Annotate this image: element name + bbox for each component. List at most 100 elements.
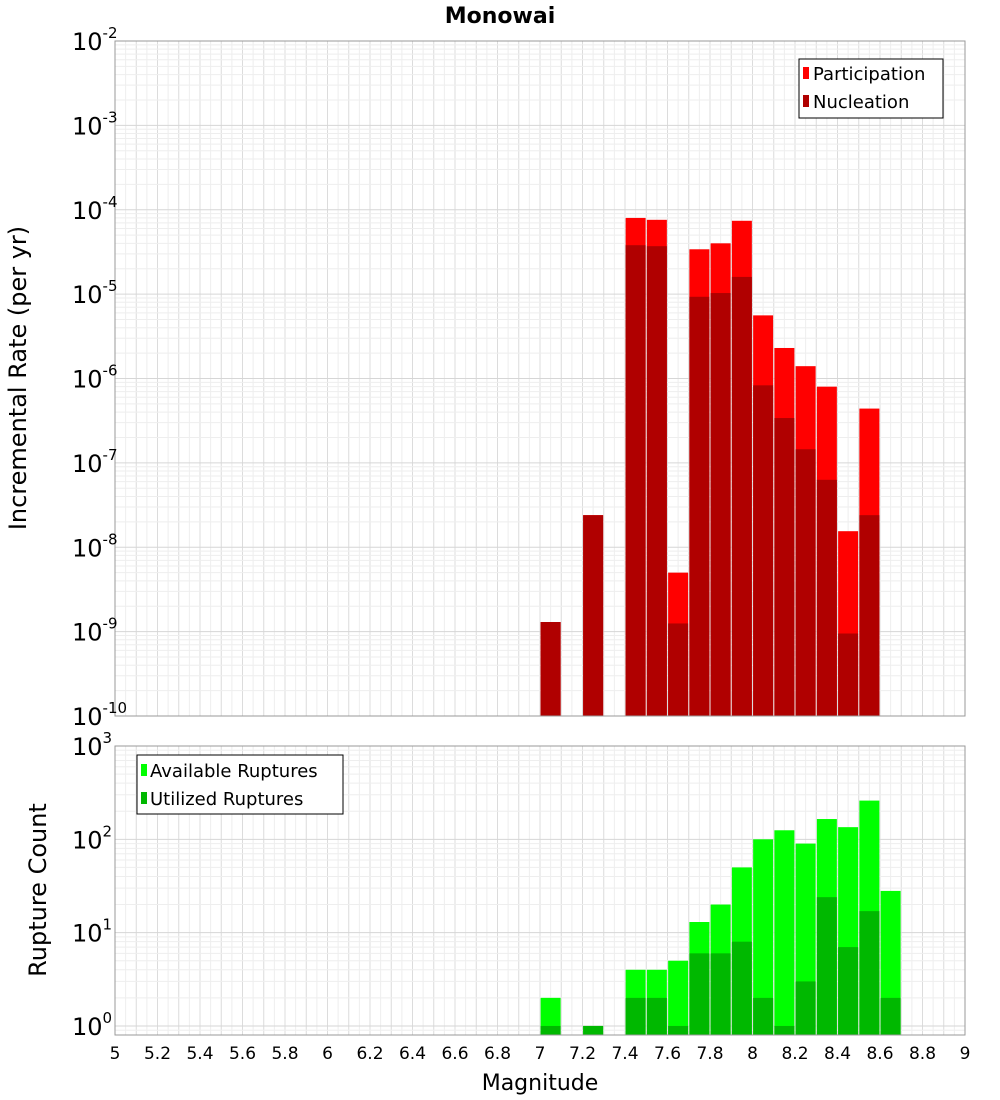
x-tick-label: 6.8 <box>484 1044 511 1064</box>
bottom-bar-available-ruptures <box>774 830 795 1035</box>
top-plot-frame <box>114 40 966 717</box>
bottom-legend-box <box>136 754 344 815</box>
top-y-tick-label: 10-8 <box>72 530 118 562</box>
bottom-bar-utilized-ruptures <box>880 997 901 1035</box>
bottom-bar-utilized-ruptures <box>838 947 859 1035</box>
x-tick-label: 8.2 <box>781 1044 808 1064</box>
x-tick-label: 8 <box>747 1044 758 1064</box>
top-bar-nucleation <box>774 418 795 716</box>
top-bar-nucleation <box>710 293 731 716</box>
top-y-axis-label: Incremental Rate (per yr) <box>4 226 32 530</box>
chart-title: Monowai <box>445 4 556 29</box>
x-tick-label: 8.4 <box>824 1044 851 1064</box>
x-tick-label: 6.4 <box>399 1044 426 1064</box>
bottom-bar-utilized-ruptures <box>625 997 646 1035</box>
legend-label-utilized: Utilized Ruptures <box>150 789 303 810</box>
bottom-bar-utilized-ruptures <box>859 911 880 1035</box>
bottom-bar-utilized-ruptures <box>540 1025 561 1035</box>
bottom-y-tick-exponent: 0 <box>103 1009 113 1027</box>
x-tick-label: 5.6 <box>229 1044 256 1064</box>
bottom-bar-utilized-ruptures <box>668 1025 689 1035</box>
bottom-y-tick-exponent: 3 <box>103 729 113 747</box>
bottom-bar-available-ruptures <box>753 839 774 1035</box>
top-y-tick-label: 10-2 <box>72 24 118 56</box>
legend-swatch-utilized <box>141 792 147 804</box>
x-tick-label: 6.6 <box>441 1044 468 1064</box>
top-panel: 10-10 10-9 10-8 10-7 10-6 10-5 10-4 10-3 10-2 In… <box>4 24 966 731</box>
bottom-y-axis-label: Rupture Count <box>24 803 52 977</box>
bottom-bar-utilized-ruptures <box>753 997 774 1035</box>
x-tick-label: 7.2 <box>569 1044 596 1064</box>
bottom-bar-utilized-ruptures <box>816 897 837 1035</box>
legend-swatch-participation <box>803 67 809 79</box>
top-bar-nucleation <box>583 515 604 716</box>
x-tick-label: 5 <box>110 1044 121 1064</box>
bottom-y-tick-exponent: 2 <box>103 822 113 840</box>
x-tick-label: 6 <box>322 1044 333 1064</box>
top-y-tick-label: 10-9 <box>72 615 118 647</box>
top-bar-nucleation <box>646 246 667 716</box>
x-axis-label: Magnitude <box>482 1071 599 1096</box>
x-tick-label: 6.2 <box>356 1044 383 1064</box>
top-bar-nucleation <box>816 479 837 716</box>
bottom-legend: Available Ruptures Utilized Ruptures <box>136 754 344 815</box>
top-legend-box <box>798 58 944 119</box>
x-tick-label: 9 <box>960 1044 971 1064</box>
bottom-y-tick-exponent: 1 <box>103 916 113 934</box>
x-tick-label: 8.6 <box>866 1044 893 1064</box>
top-bar-nucleation <box>625 245 646 717</box>
top-y-ticks: 10-10 10-9 10-8 10-7 10-6 10-5 10-4 10-3 10-2 <box>72 24 127 731</box>
top-y-tick-exponent: -5 <box>103 277 118 295</box>
x-tick-label: 8.8 <box>909 1044 936 1064</box>
legend-swatch-available <box>141 764 147 776</box>
legend-label-participation: Participation <box>813 64 925 85</box>
bottom-bar-available-ruptures <box>540 997 561 1035</box>
bottom-y-tick-label: 103 <box>72 729 112 761</box>
top-y-tick-label: 10-6 <box>72 362 118 394</box>
top-y-tick-exponent: -9 <box>103 615 118 633</box>
top-y-tick-exponent: -2 <box>103 24 118 42</box>
top-y-tick-label: 10-5 <box>72 277 118 309</box>
top-bars <box>540 217 880 717</box>
bottom-y-tick-label: 100 <box>72 1009 112 1041</box>
top-y-tick-label: 10-3 <box>72 108 118 140</box>
top-bar-nucleation <box>753 385 774 716</box>
legend-swatch-nucleation <box>803 95 809 107</box>
top-bar-nucleation <box>731 276 752 716</box>
top-y-tick-label: 10-4 <box>72 193 118 225</box>
top-legend: Participation Nucleation <box>798 58 944 119</box>
top-bar-nucleation <box>668 623 689 716</box>
bottom-bar-utilized-ruptures <box>583 1025 604 1035</box>
bottom-bar-utilized-ruptures <box>795 981 816 1035</box>
bottom-bar-utilized-ruptures <box>731 941 752 1035</box>
bottom-bar-utilized-ruptures <box>710 953 731 1035</box>
legend-label-nucleation: Nucleation <box>813 92 909 113</box>
top-bar-nucleation <box>540 622 561 716</box>
top-y-tick-exponent: -6 <box>103 362 118 380</box>
bottom-bar-available-ruptures <box>668 960 689 1035</box>
x-tick-label: 7.8 <box>696 1044 723 1064</box>
top-y-tick-exponent: -3 <box>103 108 118 126</box>
top-y-tick-exponent: -8 <box>103 530 118 548</box>
top-y-tick-label: 10-7 <box>72 446 118 478</box>
top-y-tick-exponent: -4 <box>103 193 118 211</box>
x-ticks: 5 5.2 5.4 5.6 5.8 6 6.2 6.4 6.6 6.8 7 7.2 7.4 7.6 7.8 8… <box>110 1044 971 1064</box>
top-y-tick-exponent: -7 <box>103 446 118 464</box>
top-bar-nucleation <box>795 449 816 716</box>
x-tick-label: 5.2 <box>144 1044 171 1064</box>
top-grid <box>114 40 966 717</box>
x-tick-label: 7.4 <box>611 1044 638 1064</box>
x-tick-label: 7 <box>535 1044 546 1064</box>
x-tick-label: 5.8 <box>271 1044 298 1064</box>
top-bar-nucleation <box>689 296 710 716</box>
legend-label-available: Available Ruptures <box>150 761 318 782</box>
bottom-bar-utilized-ruptures <box>689 953 710 1035</box>
x-tick-label: 7.6 <box>654 1044 681 1064</box>
bottom-bar-utilized-ruptures <box>774 1025 795 1035</box>
bottom-y-tick-label: 101 <box>72 916 112 948</box>
top-y-tick-exponent: -10 <box>103 699 128 717</box>
x-tick-label: 5.4 <box>186 1044 213 1064</box>
